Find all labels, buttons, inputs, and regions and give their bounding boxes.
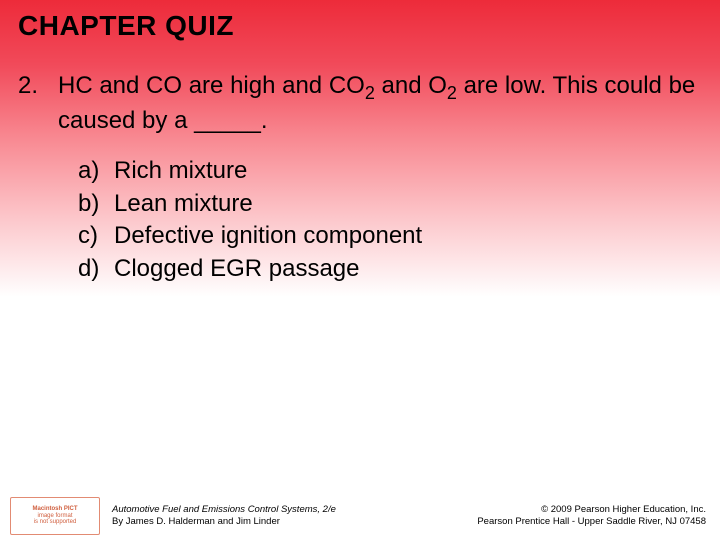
option-text: Clogged EGR passage bbox=[114, 253, 359, 285]
options-list: a) Rich mixture b) Lean mixture c) Defec… bbox=[78, 155, 702, 285]
footer-right: © 2009 Pearson Higher Education, Inc. Pe… bbox=[477, 504, 706, 528]
footer-book-title: Automotive Fuel and Emissions Control Sy… bbox=[112, 504, 336, 516]
question-row: 2. HC and CO are high and CO2 and O2 are… bbox=[18, 70, 702, 137]
pict-badge: Macintosh PICT image format is not suppo… bbox=[10, 497, 100, 535]
footer-left: Automotive Fuel and Emissions Control Sy… bbox=[112, 504, 336, 528]
footer-authors: By James D. Halderman and Jim Linder bbox=[112, 516, 336, 528]
option-a: a) Rich mixture bbox=[78, 155, 702, 187]
badge-line: Macintosh PICT bbox=[32, 506, 77, 513]
slide-content: CHAPTER QUIZ 2. HC and CO are high and C… bbox=[0, 0, 720, 285]
footer: Macintosh PICT image format is not suppo… bbox=[0, 492, 720, 540]
option-c: c) Defective ignition component bbox=[78, 220, 702, 252]
option-label: b) bbox=[78, 188, 114, 220]
option-text: Lean mixture bbox=[114, 188, 253, 220]
badge-line: is not supported bbox=[34, 519, 77, 526]
option-text: Defective ignition component bbox=[114, 220, 422, 252]
footer-copyright: © 2009 Pearson Higher Education, Inc. bbox=[477, 504, 706, 516]
footer-publisher: Pearson Prentice Hall - Upper Saddle Riv… bbox=[477, 516, 706, 528]
option-d: d) Clogged EGR passage bbox=[78, 253, 702, 285]
question-text: HC and CO are high and CO2 and O2 are lo… bbox=[58, 70, 702, 137]
option-text: Rich mixture bbox=[114, 155, 247, 187]
option-b: b) Lean mixture bbox=[78, 188, 702, 220]
question-number: 2. bbox=[18, 70, 58, 102]
page-title: CHAPTER QUIZ bbox=[18, 10, 702, 42]
option-label: a) bbox=[78, 155, 114, 187]
option-label: d) bbox=[78, 253, 114, 285]
option-label: c) bbox=[78, 220, 114, 252]
badge-line: image format bbox=[37, 513, 72, 520]
